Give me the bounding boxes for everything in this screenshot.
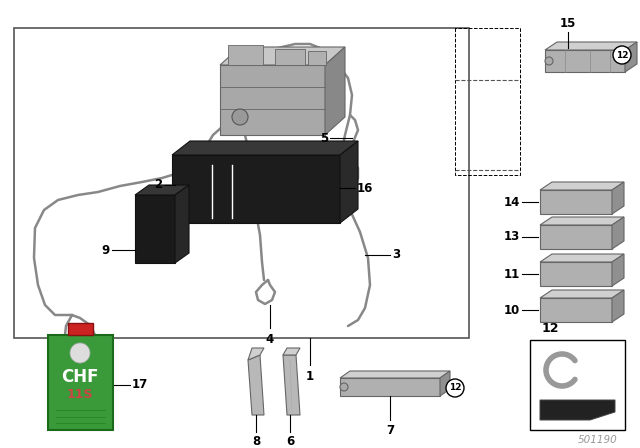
Circle shape	[613, 46, 631, 64]
Bar	[545, 50, 625, 72]
Polygon shape	[612, 217, 624, 249]
Text: 11: 11	[504, 267, 520, 280]
Polygon shape	[440, 371, 450, 396]
Circle shape	[70, 343, 90, 363]
Bar	[540, 190, 612, 214]
Polygon shape	[540, 182, 624, 190]
Text: 12: 12	[541, 322, 559, 335]
Polygon shape	[340, 371, 450, 378]
Text: 7: 7	[386, 424, 394, 437]
Text: 11S: 11S	[67, 388, 93, 401]
Polygon shape	[625, 42, 637, 72]
Text: CHF: CHF	[61, 368, 99, 386]
Text: 5: 5	[320, 132, 328, 145]
Polygon shape	[220, 65, 325, 135]
Polygon shape	[612, 182, 624, 214]
Text: 17: 17	[132, 379, 148, 392]
Bar	[275, 49, 305, 65]
Text: 12: 12	[449, 383, 461, 392]
Polygon shape	[540, 254, 624, 262]
Bar	[14, 28, 469, 338]
Text: 8: 8	[252, 435, 260, 448]
Polygon shape	[340, 141, 358, 223]
Bar	[228, 45, 263, 65]
Text: 1: 1	[306, 370, 314, 383]
Polygon shape	[172, 141, 358, 155]
Polygon shape	[248, 348, 264, 360]
Bar	[340, 378, 440, 396]
Polygon shape	[612, 290, 624, 322]
Polygon shape	[135, 185, 189, 195]
Polygon shape	[283, 355, 300, 415]
Bar	[530, 340, 625, 430]
Bar	[540, 225, 612, 249]
Text: 2: 2	[154, 178, 162, 191]
Polygon shape	[540, 290, 624, 298]
Polygon shape	[325, 47, 345, 135]
Bar	[308, 51, 326, 65]
Text: 13: 13	[504, 231, 520, 244]
Polygon shape	[220, 47, 345, 65]
Text: 16: 16	[357, 181, 373, 194]
Text: 14: 14	[504, 195, 520, 208]
Text: 9: 9	[102, 244, 110, 257]
Polygon shape	[545, 42, 637, 50]
Text: 501190: 501190	[578, 435, 618, 445]
Circle shape	[446, 379, 464, 397]
Polygon shape	[612, 254, 624, 286]
Polygon shape	[248, 355, 264, 415]
Circle shape	[340, 383, 348, 391]
Bar	[68, 323, 93, 335]
Bar	[48, 335, 113, 430]
Text: 12: 12	[616, 51, 628, 60]
Polygon shape	[175, 185, 189, 263]
Text: 15: 15	[560, 17, 576, 30]
Polygon shape	[283, 348, 300, 355]
Polygon shape	[172, 155, 340, 223]
Polygon shape	[540, 217, 624, 225]
Circle shape	[232, 109, 248, 125]
Bar	[540, 262, 612, 286]
Polygon shape	[135, 195, 175, 263]
Circle shape	[545, 57, 553, 65]
Text: 6: 6	[286, 435, 294, 448]
Text: 3: 3	[392, 249, 400, 262]
Text: 10: 10	[504, 303, 520, 316]
Bar	[540, 298, 612, 322]
Text: 4: 4	[266, 333, 274, 346]
Polygon shape	[540, 400, 615, 420]
